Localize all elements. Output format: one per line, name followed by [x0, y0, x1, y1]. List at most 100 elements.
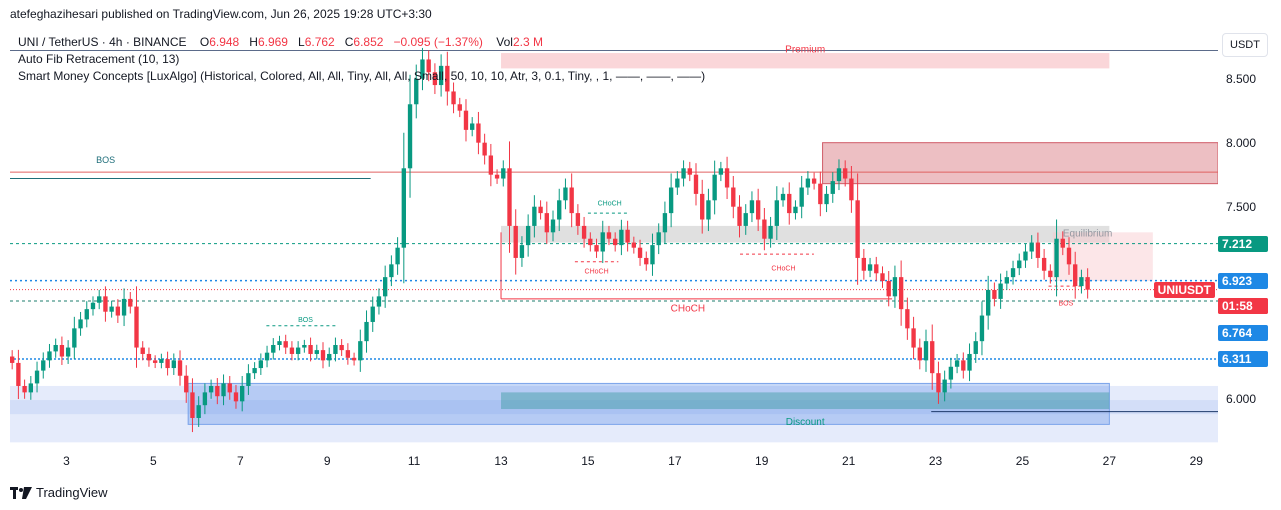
- candle-body: [693, 174, 699, 194]
- candle-body: [588, 238, 593, 246]
- legend-indicator-fib[interactable]: Auto Fib Retracement (10, 13): [18, 52, 180, 66]
- candle-body: [97, 296, 102, 303]
- candle-body: [327, 353, 332, 361]
- candle: [954, 353, 960, 374]
- candle-body: [749, 200, 755, 214]
- candle-body: [905, 309, 910, 329]
- candle: [836, 159, 842, 191]
- candle: [731, 175, 736, 219]
- x-tick-label: 7: [236, 454, 244, 468]
- candle: [134, 286, 139, 368]
- candle: [53, 338, 58, 358]
- candle: [84, 301, 89, 328]
- candle-body: [737, 206, 742, 226]
- legend-indicator-smc[interactable]: Smart Money Concepts [LuxAlgo] (Historic…: [18, 69, 706, 83]
- candle-body: [314, 350, 319, 354]
- candle: [519, 236, 525, 267]
- candle: [712, 160, 717, 215]
- candle: [109, 300, 114, 318]
- candle-body: [507, 168, 512, 226]
- candle-body: [494, 174, 500, 179]
- candle: [470, 117, 475, 137]
- candle-body: [650, 245, 655, 265]
- candle: [575, 204, 581, 235]
- candle-body: [190, 392, 195, 418]
- equilibrium-zone: [501, 225, 1110, 243]
- candle-body: [880, 273, 885, 281]
- candle-body: [898, 277, 904, 310]
- candle-body: [370, 306, 375, 322]
- candle-body: [917, 347, 922, 361]
- candle-body: [72, 328, 77, 348]
- x-tick-label: 15: [581, 454, 595, 468]
- candle: [1060, 231, 1065, 256]
- bullish-order-block: [187, 382, 1110, 425]
- legend-symbol[interactable]: UNI / TetherUS · 4h · BINANCE: [18, 35, 187, 49]
- candle: [28, 375, 33, 400]
- candle: [780, 187, 786, 207]
- candle: [724, 156, 730, 200]
- chart-legend: UNI / TetherUS · 4h · BINANCE O6.948 H6.…: [18, 34, 705, 85]
- candle-body: [333, 345, 338, 354]
- legend-c-value: 6.852: [353, 35, 384, 49]
- candle: [1029, 235, 1034, 259]
- candle-body: [1060, 238, 1065, 248]
- time-axis[interactable]: 3 5 7 9 11 13 15 17 19 21 23 25 27 29: [10, 452, 1218, 470]
- candle: [463, 99, 469, 142]
- candle-body: [345, 350, 351, 358]
- candle: [227, 375, 232, 400]
- chart-svg[interactable]: Premium Equilibrium Discount BOS BOS CHoCH CHo…: [10, 30, 1218, 470]
- candle: [146, 347, 152, 367]
- premium-zone: [501, 53, 1110, 69]
- legend-o-label: O: [199, 35, 210, 49]
- candle: [196, 396, 201, 427]
- candle-body: [575, 213, 581, 226]
- candle: [973, 332, 978, 363]
- candle: [457, 97, 462, 118]
- chart-pane[interactable]: Premium Equilibrium Discount BOS BOS CHoCH CHo…: [10, 30, 1218, 470]
- candle: [843, 160, 848, 187]
- x-tick-label: 17: [668, 454, 682, 468]
- candle: [625, 220, 630, 252]
- candle: [774, 186, 779, 240]
- candle-body: [581, 225, 587, 239]
- candle: [874, 256, 879, 281]
- candle: [438, 54, 444, 97]
- price-label: 6.923: [1218, 272, 1268, 289]
- candle-body: [16, 362, 21, 386]
- candle-body: [115, 306, 121, 316]
- candle: [314, 344, 319, 360]
- candle-body: [414, 78, 419, 105]
- candle: [992, 282, 997, 307]
- candle-body: [600, 232, 605, 252]
- candle: [1023, 244, 1028, 268]
- candle: [1017, 253, 1022, 276]
- candle: [619, 219, 624, 256]
- candle: [985, 275, 991, 330]
- legend-o-value: 6.948: [209, 35, 240, 49]
- candle: [302, 339, 307, 353]
- tradingview-logo-icon[interactable]: [10, 486, 32, 499]
- candle: [507, 141, 512, 253]
- candle-body: [824, 193, 829, 205]
- candle-body: [979, 315, 985, 342]
- x-tick-label: 23: [928, 454, 943, 468]
- candle-body: [861, 257, 867, 271]
- candle: [358, 329, 363, 372]
- candle-body: [364, 321, 369, 342]
- y-tick-label: 7.500: [1226, 199, 1257, 214]
- candle-body: [376, 296, 382, 307]
- candle-body: [171, 360, 176, 369]
- candle: [892, 265, 898, 308]
- candle-body: [395, 247, 400, 265]
- currency-button[interactable]: USDT: [1222, 33, 1268, 57]
- footer-brand[interactable]: TradingView: [36, 485, 108, 500]
- candle-body: [687, 168, 692, 175]
- demand-block-teal: [501, 392, 1110, 410]
- price-axis[interactable]: 8.5008.0007.5006.5006.0007.2126.923UNIUS…: [1153, 30, 1281, 470]
- countdown-label: 01:58: [1218, 297, 1268, 314]
- candle: [930, 324, 935, 390]
- candle: [905, 297, 910, 340]
- candle: [376, 288, 382, 315]
- candle: [948, 357, 954, 389]
